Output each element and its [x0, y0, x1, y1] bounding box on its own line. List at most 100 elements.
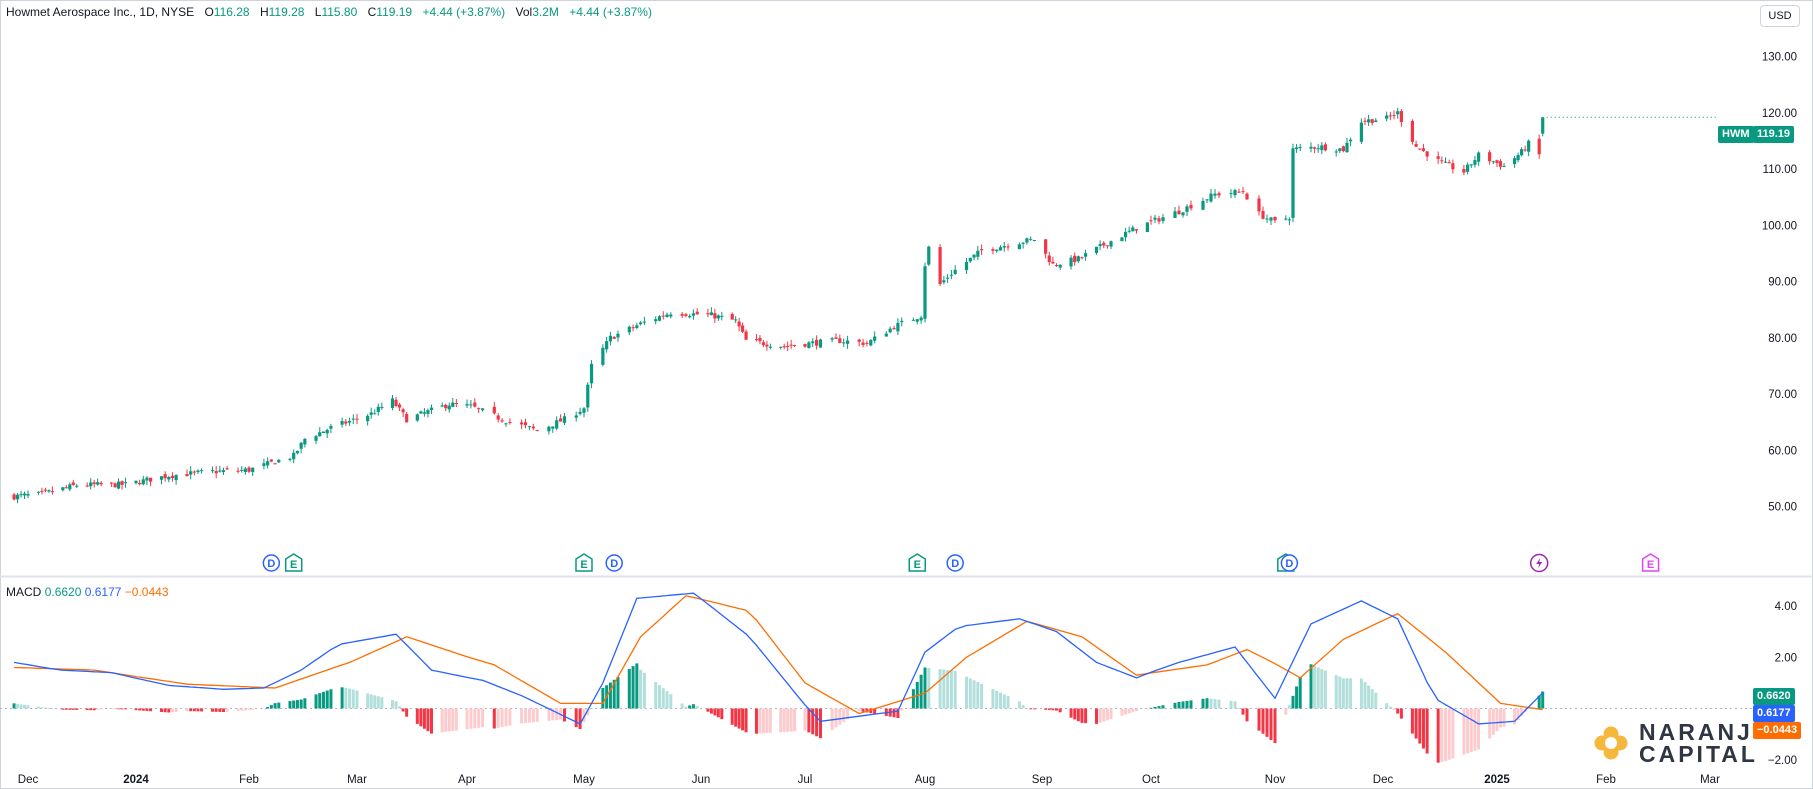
macd-histogram-bar [1076, 708, 1080, 722]
candle-body [949, 274, 954, 276]
macd-histogram-bar [451, 708, 455, 731]
candle-body [325, 429, 329, 434]
candle-body [277, 459, 281, 463]
candle-body [1134, 229, 1139, 231]
candle-body [110, 482, 114, 484]
macd-histogram-bar [243, 708, 247, 711]
candle-body [99, 482, 103, 485]
candle-body [1109, 241, 1113, 247]
candle-body [71, 482, 75, 486]
candle-body [1102, 242, 1106, 246]
candle-body [1410, 120, 1415, 142]
currency-button[interactable]: USD [1760, 5, 1800, 27]
candle-body [113, 483, 117, 488]
macd-histogram-bar [1105, 708, 1109, 721]
macd-histogram-bar [71, 708, 75, 710]
candle-body [1273, 216, 1277, 221]
candle-body [919, 317, 923, 321]
candle-body [1537, 138, 1541, 155]
candle-body [262, 463, 266, 466]
macd-histogram-bar [196, 708, 200, 712]
macd-histogram-bar [680, 703, 684, 709]
macd-histogram-bar [838, 708, 842, 725]
macd-histogram-bar [366, 693, 370, 709]
macd-title[interactable]: MACD [6, 585, 42, 599]
macd-histogram-bar [1095, 708, 1098, 724]
candle-body [500, 420, 504, 422]
symbol-title[interactable]: Howmet Aerospace Inc., 1D, NYSE [6, 5, 195, 19]
candle-body [1498, 161, 1503, 167]
macd-histogram-bar [415, 708, 419, 724]
candle-body [730, 313, 734, 320]
candle-body [842, 342, 846, 344]
low-value: 115.80 [321, 5, 358, 19]
macd-histogram-bar [369, 694, 373, 709]
macd-histogram-bar [225, 708, 229, 712]
macd-histogram-bar [1513, 708, 1517, 725]
macd-histogram-bar [531, 708, 535, 723]
macd-histogram-bar [1044, 708, 1048, 710]
candle-body [938, 247, 942, 285]
dividend-marker-label: D [951, 558, 959, 570]
earnings-marker [575, 553, 593, 572]
macd-histogram-bar [1029, 708, 1033, 710]
macd-histogram-bar [124, 708, 128, 710]
candle-body [321, 431, 326, 434]
candle-body [210, 470, 215, 472]
candle-body [1359, 122, 1363, 142]
candle-body [1443, 161, 1448, 163]
macd-histogram-bar [635, 663, 639, 709]
earnings-marker [284, 553, 303, 572]
macd-histogram-bar [247, 708, 251, 711]
candle-body [1520, 149, 1524, 156]
candle-body [185, 474, 189, 477]
macd-histogram-bar [266, 707, 270, 709]
candle-body [496, 415, 500, 420]
candle-body [1177, 210, 1181, 215]
candle-body [422, 412, 427, 414]
candle-body [477, 408, 481, 410]
macd-histogram-bar [1316, 667, 1320, 709]
macd-histogram-bar [473, 708, 477, 729]
macd-histogram-bar [1284, 708, 1288, 715]
macd-histogram-bar [504, 708, 508, 727]
price-axis-tick: 130.00 [1762, 52, 1797, 64]
macd-histogram-bar [1436, 708, 1440, 763]
candle-body [19, 494, 23, 496]
ticker-tag: HWM [1718, 126, 1754, 143]
candle-body [888, 328, 892, 333]
candle-body [1098, 244, 1102, 247]
low-label: L [314, 5, 322, 19]
macd-histogram-bar [782, 708, 786, 732]
candle-body [995, 249, 999, 252]
candle-body [120, 481, 124, 485]
macd-histogram-bar [1469, 708, 1473, 753]
macd-axis-tick: 2.00 [1775, 652, 1797, 664]
candle-body [927, 246, 931, 265]
macd-histogram-bar [691, 704, 695, 709]
candle-body [1338, 148, 1342, 151]
price-axis-tick: 60.00 [1768, 445, 1797, 457]
macd-histogram-bar [469, 708, 473, 729]
candle-body [1131, 227, 1135, 232]
price-axis-tick: 90.00 [1768, 277, 1797, 289]
candle-body [329, 426, 333, 429]
candle-body [734, 319, 738, 321]
candle-body [390, 398, 395, 409]
macd-histogram-bar [642, 672, 646, 709]
candle-body [1217, 193, 1221, 196]
candle-body [559, 418, 563, 422]
macd-histogram-bar [869, 708, 873, 714]
candle-body [1084, 253, 1088, 257]
macd-histogram-bar [563, 708, 566, 722]
macd-histogram-bar [401, 708, 405, 712]
candle-body [942, 280, 946, 283]
candle-body [523, 422, 528, 426]
candle-body [1491, 161, 1495, 163]
candle-body [998, 247, 1003, 251]
macd-histogram-bar [1477, 708, 1481, 750]
time-axis-tick: 2024 [123, 774, 149, 786]
candle-body [972, 254, 976, 258]
candle-body [1161, 217, 1165, 222]
